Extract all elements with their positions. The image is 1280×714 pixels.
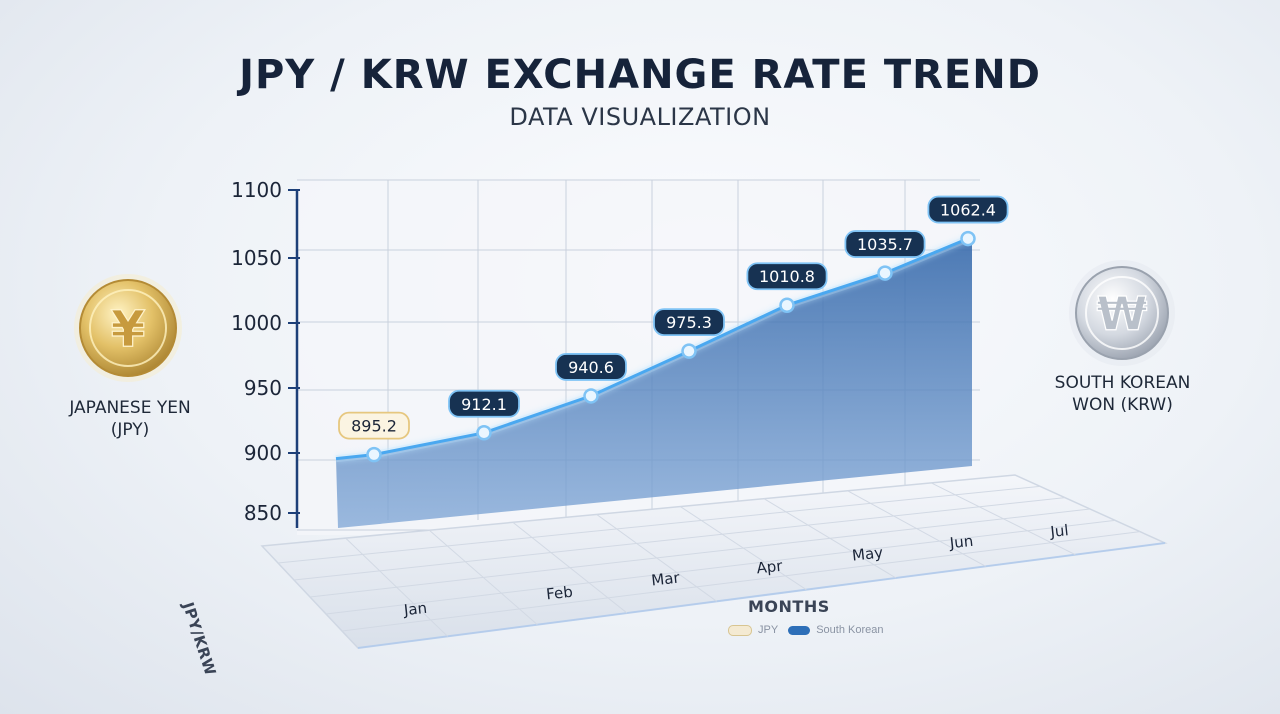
- series-line: [335, 237, 969, 461]
- won-coin-icon: ₩: [1069, 260, 1175, 366]
- won-label: SOUTH KOREAN WON (KRW): [1030, 372, 1215, 416]
- chart-subtitle: DATA VISUALIZATION: [509, 103, 771, 131]
- floor-grid-h-5: [341, 531, 1141, 632]
- floor-grid-h-3: [309, 508, 1091, 598]
- won-symbol: ₩: [1097, 287, 1148, 341]
- data-point-feb: [476, 425, 492, 441]
- legend-label-krw: South Korean: [816, 624, 884, 636]
- y-tick-label-950: 950: [244, 376, 282, 400]
- data-label-text-jan: 895.2: [351, 417, 397, 436]
- data-label-feb: 912.1: [448, 389, 520, 418]
- x-axis-title: MONTHS: [748, 597, 830, 616]
- series-area: [336, 238, 972, 528]
- legend-label-jpy: JPY: [758, 624, 779, 636]
- x-tick-label-jun: Jun: [948, 532, 974, 552]
- x-tick-label-jan: Jan: [402, 599, 428, 619]
- data-label-text-feb: 912.1: [461, 395, 507, 414]
- x-tick-labels: Jan Feb Mar Apr May Jun Jul: [402, 521, 1069, 619]
- floor-grid-v-6: [763, 498, 897, 579]
- y-tick-labels: 850 900 950 1000 1050 1100: [231, 178, 300, 525]
- data-label-text-jun: 1035.7: [857, 235, 913, 254]
- legend-item-krw: South Korean: [788, 624, 883, 636]
- yen-label-line1: JAPANESE YEN: [69, 398, 191, 418]
- yen-symbol: ¥: [111, 300, 146, 358]
- y-tick-label-1000: 1000: [231, 311, 282, 335]
- data-labels: 895.2 912.1 940.6 975.3 1010.8 1035.7 1062.4: [338, 195, 1009, 440]
- yen-label-line2: (JPY): [110, 420, 150, 440]
- floor-grid-v-3: [512, 521, 628, 614]
- floor-grid-v-8: [931, 482, 1076, 556]
- yen-label: JAPANESE YEN (JPY): [40, 397, 220, 441]
- data-point-may: [779, 297, 795, 313]
- floor-grid-v-5: [680, 506, 807, 591]
- x-tick-label-may: May: [851, 543, 884, 564]
- won-label-line1: SOUTH KOREAN: [1054, 373, 1191, 393]
- data-point-jun: [877, 265, 893, 281]
- data-label-jan: 895.2: [338, 411, 410, 440]
- legend-item-jpy: JPY: [728, 624, 778, 636]
- data-label-text-jul: 1062.4: [940, 201, 996, 220]
- data-label-text-mar: 940.6: [568, 358, 614, 377]
- data-label-text-may: 1010.8: [759, 267, 815, 286]
- data-point-jan: [366, 446, 382, 463]
- legend: JPY South Korean: [728, 624, 883, 636]
- floor-grid-h-2: [293, 497, 1066, 581]
- data-label-mar: 940.6: [555, 353, 627, 381]
- x-tick-label-feb: Feb: [545, 583, 573, 604]
- data-label-apr: 975.3: [653, 308, 725, 337]
- yen-coin-icon: ¥: [74, 274, 182, 382]
- data-point-apr: [681, 343, 697, 359]
- legend-swatch-krw: [788, 625, 811, 635]
- y-tick-label-1050: 1050: [231, 246, 282, 270]
- floor-grid-v-7: [847, 490, 986, 567]
- chart-title: JPY / KRW EXCHANGE RATE TREND: [239, 52, 1041, 98]
- data-label-text-apr: 975.3: [666, 313, 712, 332]
- won-label-line2: WON (KRW): [1072, 395, 1173, 415]
- floor-grid-v-1: [345, 537, 449, 637]
- data-label-jun: 1035.7: [844, 230, 926, 258]
- y-tick-label-1100: 1100: [231, 178, 282, 202]
- data-label-jul: 1062.4: [927, 195, 1009, 224]
- floor-grid: [277, 482, 1141, 637]
- y-tick-label-900: 900: [244, 441, 282, 465]
- floor-grid-h-1: [277, 485, 1041, 564]
- y-tick-label-850: 850: [244, 501, 282, 525]
- x-tick-label-jul: Jul: [1049, 521, 1070, 541]
- data-point-jul: [960, 230, 976, 247]
- data-label-may: 1010.8: [746, 262, 828, 291]
- data-point-mar: [583, 388, 599, 404]
- floor-edge-glow: [357, 542, 1166, 649]
- floor-grid-v-4: [596, 514, 717, 602]
- floor-grid-v-2: [429, 529, 538, 626]
- data-points: [366, 230, 976, 463]
- x-tick-label-apr: Apr: [756, 557, 785, 578]
- legend-swatch-jpy: [728, 624, 752, 636]
- floor-grid-h-4: [325, 519, 1116, 615]
- x-tick-label-mar: Mar: [650, 569, 681, 590]
